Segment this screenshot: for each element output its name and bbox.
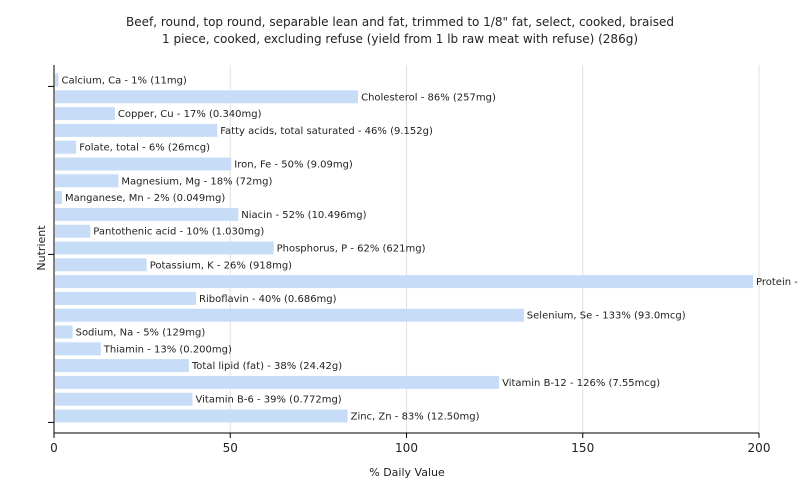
bar-label: Selenium, Se - 133% (93.0mcg) [527,311,686,322]
bar-label: Magnesium, Mg - 18% (72mg) [121,176,272,187]
bar-label: Copper, Cu - 17% (0.340mg) [118,109,262,120]
bar [55,409,348,423]
bar [55,342,101,356]
bar-label: Riboflavin - 40% (0.686mg) [199,294,337,305]
bar [55,224,91,238]
bar [55,308,524,322]
x-tick-label: 100 [395,441,418,455]
bar-label: Protein - 198% (98.96g) [756,277,800,288]
bar [55,359,189,373]
bar [55,107,115,121]
bar-label: Cholesterol - 86% (257mg) [361,92,496,103]
bar [55,140,77,154]
bar-label: Calcium, Ca - 1% (11mg) [62,76,187,87]
bar [55,90,359,104]
bars: Calcium, Ca - 1% (11mg) Cholesterol - 86%… [55,73,800,423]
bar-label: Zinc, Zn - 83% (12.50mg) [351,412,480,423]
bar-label: Fatty acids, total saturated - 46% (9.15… [220,126,433,137]
bar-label: Manganese, Mn - 2% (0.049mg) [65,193,225,204]
axes: 0 50 100 150 200 [48,65,770,455]
x-tick-label: 150 [571,441,594,455]
bar-label: Potassium, K - 26% (918mg) [150,260,292,271]
bar [55,207,239,221]
x-axis-title: % Daily Value [369,466,445,479]
bar [55,191,62,205]
bar [55,174,119,188]
x-tick-label: 50 [223,441,238,455]
bar-label: Iron, Fe - 50% (9.09mg) [234,160,353,171]
bar [55,375,500,389]
bar-label: Niacin - 52% (10.496mg) [241,210,366,221]
bar-label: Phosphorus, P - 62% (621mg) [277,244,426,255]
bar [55,392,193,406]
bar [55,291,196,305]
bar [55,325,73,339]
bar-label: Vitamin B-12 - 126% (7.55mcg) [502,378,660,389]
bar-label: Pantothenic acid - 10% (1.030mg) [93,227,264,238]
x-tick-label: 0 [50,441,58,455]
chart-subtitle: 1 piece, cooked, excluding refuse (yield… [162,32,638,46]
bar [55,258,147,272]
bar [55,241,274,255]
bar-label: Total lipid (fat) - 38% (24.42g) [191,361,342,372]
bar-label: Thiamin - 13% (0.200mg) [103,344,232,355]
bar [55,157,232,171]
y-axis-title: Nutrient [35,225,48,271]
chart-title: Beef, round, top round, separable lean a… [126,15,674,29]
bar-label: Folate, total - 6% (26mcg) [79,143,210,154]
bar [55,275,753,289]
bar-label: Vitamin B-6 - 39% (0.772mg) [196,395,342,406]
bar [55,73,59,87]
bar-label: Sodium, Na - 5% (129mg) [76,328,206,339]
x-tick-label: 200 [748,441,771,455]
bar [55,123,218,137]
